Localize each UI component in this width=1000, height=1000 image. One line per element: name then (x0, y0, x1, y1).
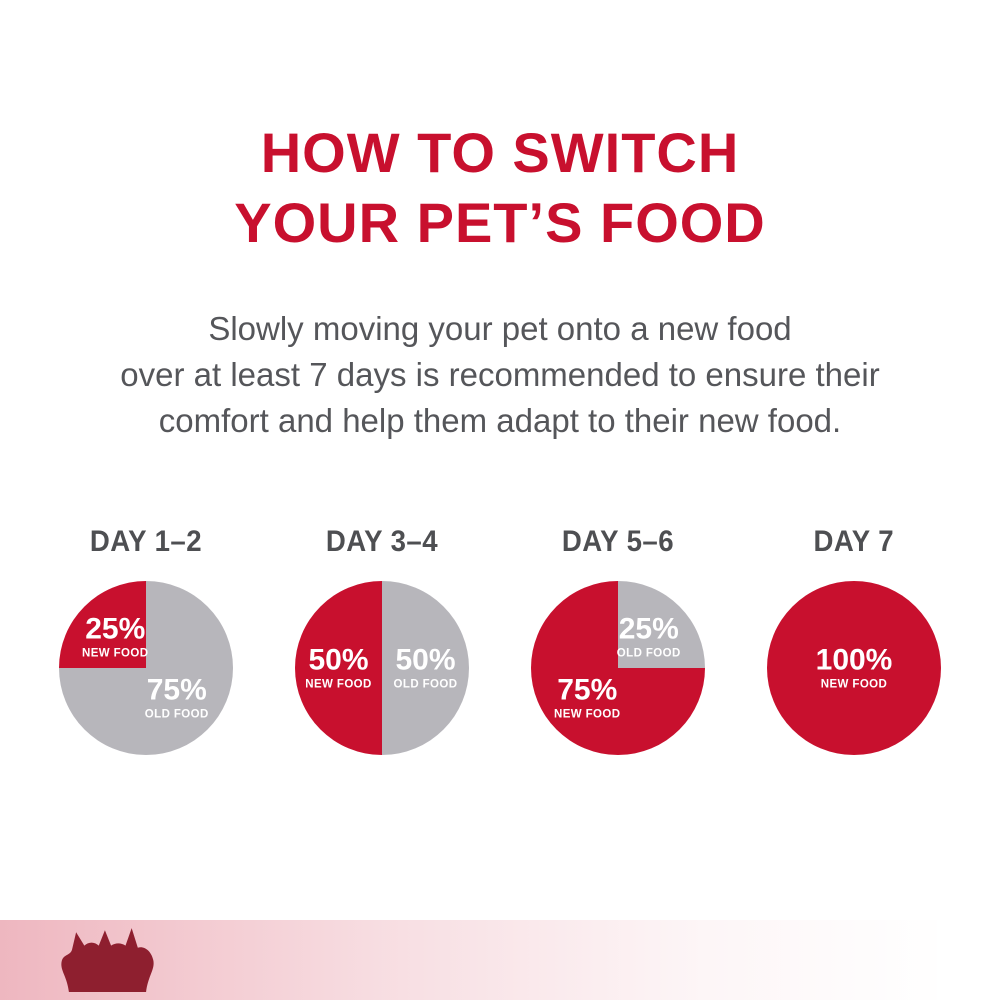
subtitle-line1: Slowly moving your pet onto a new food (208, 310, 792, 347)
pie-chart-day-3-4: 50% OLD FOOD 50% NEW FOOD (295, 580, 469, 755)
subtitle-line2: over at least 7 days is recommended to e… (120, 356, 880, 394)
chart-day-7: DAY 7 100% NEW FOOD (738, 525, 970, 755)
day-label: DAY 7 (813, 524, 895, 558)
segment-percent: 75% (557, 673, 618, 707)
pie-segment-label: 25% NEW FOOD (82, 614, 148, 660)
pie-segment-label: 50% OLD FOOD (393, 642, 458, 691)
charts-row: DAY 1–2 75% OLD FOOD 25% NEW FOOD DAY 3–4 5… (0, 525, 1000, 755)
segment-name: OLD FOOD (144, 708, 209, 721)
segment-name: NEW FOOD (820, 677, 888, 690)
pie-chart-day-1-2: 75% OLD FOOD 25% NEW FOOD (59, 580, 233, 755)
segment-percent: 75% (146, 673, 207, 707)
segment-percent: 25% (618, 612, 679, 646)
page-title-line2: YOUR PET’S FOOD (234, 191, 766, 254)
segment-percent: 50% (395, 642, 456, 676)
segment-percent: 25% (85, 612, 146, 646)
chart-day-5-6: DAY 5–6 25% OLD FOOD 75% NEW FOOD (502, 525, 734, 755)
pie-chart-day-5-6: 25% OLD FOOD 75% NEW FOOD (531, 580, 705, 755)
segment-name: NEW FOOD (305, 677, 372, 690)
subtitle-line3: comfort and help them adapt to their new… (158, 402, 842, 440)
pie-segment-label: 25% OLD FOOD (617, 614, 681, 660)
chart-day-1-2: DAY 1–2 75% OLD FOOD 25% NEW FOOD (30, 525, 262, 755)
pie-segment-label: 50% NEW FOOD (305, 642, 372, 691)
segment-percent: 50% (308, 642, 369, 676)
pie-chart-day-7: 100% NEW FOOD (767, 580, 941, 755)
day-label: DAY 3–4 (325, 524, 439, 558)
segment-name: NEW FOOD (554, 708, 621, 721)
segment-percent: 100% (815, 642, 893, 676)
pie-segment-label: 75% NEW FOOD (554, 673, 621, 722)
royal-canin-crest-logo (61, 928, 154, 992)
segment-name: NEW FOOD (82, 647, 149, 660)
segment-name: OLD FOOD (616, 647, 681, 660)
chart-day-3-4: DAY 3–4 50% OLD FOOD 50% NEW FOOD (266, 525, 498, 755)
pie-segment-label: 100% NEW FOOD (815, 642, 893, 691)
day-label: DAY 5–6 (561, 524, 675, 558)
pie-segment-label: 75% OLD FOOD (144, 673, 209, 722)
page-title: HOW TO SWITCH YOUR PET’S FOOD (0, 0, 1000, 258)
subtitle: Slowly moving your pet onto a new food o… (0, 306, 1000, 445)
page-title-line1: HOW TO SWITCH (260, 121, 740, 184)
day-label: DAY 1–2 (89, 524, 203, 558)
footer-gradient-band (0, 920, 1000, 1000)
segment-name: OLD FOOD (393, 677, 458, 690)
